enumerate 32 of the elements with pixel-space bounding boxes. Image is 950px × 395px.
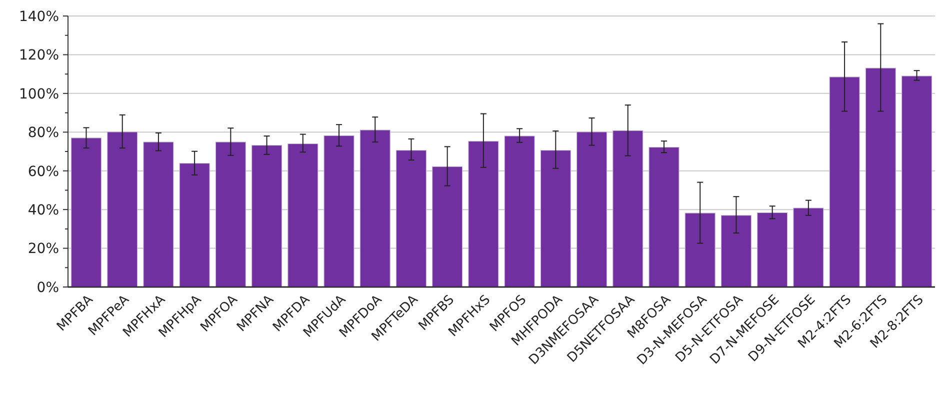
bar [540, 150, 571, 288]
bar [576, 132, 608, 288]
y-tick-label: 0% [36, 280, 59, 296]
bar [504, 136, 535, 288]
bar [468, 140, 499, 288]
bar [70, 138, 102, 288]
bar [252, 145, 282, 288]
y-tick-label: 40% [28, 202, 59, 218]
y-tick-label: 120% [18, 48, 59, 64]
bar [684, 212, 716, 288]
bar [612, 130, 644, 288]
bar [143, 142, 174, 288]
bar [215, 142, 246, 288]
bar [179, 163, 210, 288]
y-tick-label: 80% [28, 125, 59, 142]
bar [901, 76, 932, 288]
bar [648, 146, 680, 288]
y-tick-label: 140% [18, 8, 59, 25]
bar [107, 132, 138, 288]
bar [793, 208, 824, 288]
bar [360, 130, 390, 288]
bar [829, 76, 860, 288]
bar [865, 68, 896, 288]
bar [720, 215, 752, 288]
bar [757, 212, 788, 288]
bar [396, 150, 427, 288]
bar [432, 166, 463, 288]
y-tick-label: 60% [28, 164, 59, 180]
y-tick-label: 20% [28, 241, 59, 258]
bar [324, 135, 354, 288]
y-tick-label: 100% [18, 86, 59, 102]
bar [288, 143, 318, 288]
